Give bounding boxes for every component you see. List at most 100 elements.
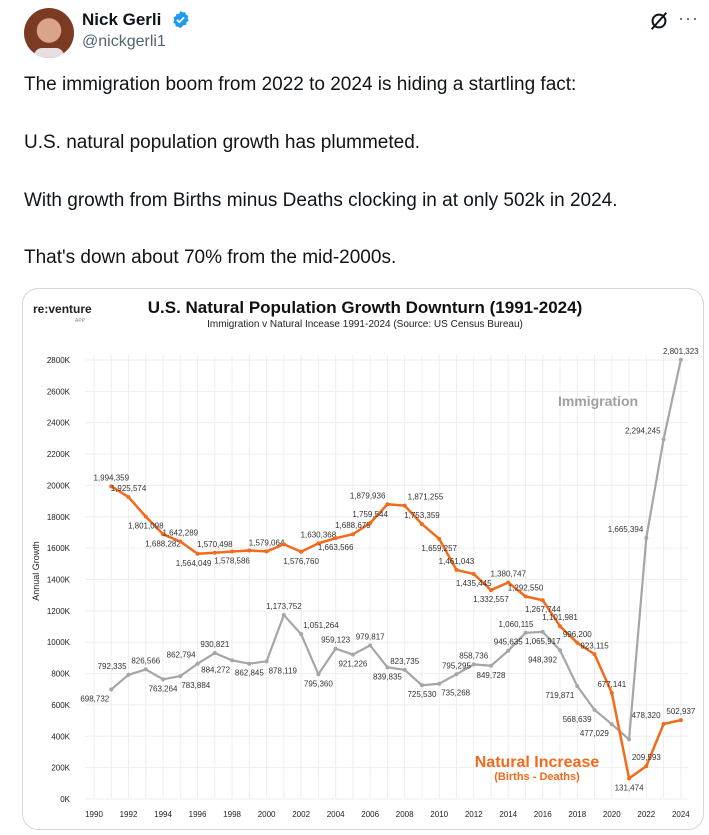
- natural-increase-point: [471, 571, 476, 576]
- chart-logo: re:venture: [33, 302, 92, 316]
- verified-badge-icon: [173, 10, 189, 29]
- x-tick-label: 1992: [120, 810, 138, 819]
- natural-increase-data-label: 1,101,981: [542, 613, 578, 622]
- x-tick-label: 2000: [258, 810, 276, 819]
- immigration-data-label: 783,884: [181, 681, 210, 690]
- natural-increase-data-label: 131,474: [615, 783, 644, 792]
- y-tick-label: 2600K: [47, 387, 71, 396]
- natural-increase-point: [178, 539, 183, 544]
- avatar-shirt: [34, 48, 64, 58]
- immigration-point: [419, 683, 424, 688]
- x-tick-label: 2022: [637, 810, 655, 819]
- immigration-point: [661, 437, 666, 442]
- immigration-point: [368, 643, 373, 648]
- more-options-icon[interactable]: ···: [678, 8, 699, 28]
- immigration-data-label: 862,845: [235, 669, 264, 678]
- natural-increase-data-label: 1,435,445: [456, 579, 492, 588]
- immigration-data-label: 826,566: [131, 656, 160, 665]
- immigration-point: [161, 677, 166, 682]
- immigration-point: [264, 659, 269, 664]
- immigration-data-label: 763,264: [149, 684, 178, 693]
- immigration-point: [592, 707, 597, 712]
- chart-subtitle: Immigration v Natural Incease 1991-2024 …: [207, 319, 523, 330]
- natural-increase-point: [247, 548, 252, 553]
- natural-increase-point: [437, 536, 442, 541]
- immigration-data-label: 1,051,264: [303, 621, 339, 630]
- x-tick-label: 2004: [327, 810, 345, 819]
- natural-increase-point: [661, 722, 666, 727]
- natural-increase-data-label: 1,801,098: [128, 522, 164, 531]
- natural-increase-point: [350, 532, 355, 537]
- x-tick-label: 1994: [154, 810, 172, 819]
- x-tick-label: 2002: [292, 810, 310, 819]
- natural-increase-line: [110, 485, 682, 780]
- x-tick-label: 1990: [85, 810, 103, 819]
- natural-increase-point: [575, 640, 580, 645]
- natural-increase-point: [316, 541, 321, 546]
- tweet-text-line-4: That's down about 70% from the mid-2000s…: [24, 247, 397, 268]
- immigration-data-label: 2,801,323: [663, 347, 699, 356]
- immigration-point: [523, 630, 528, 635]
- natural-increase-point: [678, 718, 683, 723]
- natural-increase-point: [540, 598, 545, 603]
- natural-increase-point: [161, 532, 166, 537]
- tweet-text-line-2: U.S. natural population growth has plumm…: [24, 132, 421, 153]
- immigration-data-label: 858,736: [459, 651, 488, 660]
- natural-increase-data-label: 478,320: [632, 711, 661, 720]
- y-tick-label: 600K: [51, 701, 70, 710]
- chart-image-card[interactable]: 0K 200K 400K 600K 800K 1000K 1200K 1400K 1600K 18…: [22, 288, 704, 830]
- y-tick-label: 0K: [60, 795, 70, 804]
- natural-increase-point: [454, 567, 459, 572]
- y-tick-label: 2200K: [47, 450, 71, 459]
- immigration-point: [540, 629, 545, 634]
- natural-increase-data-label: 1,925,574: [111, 484, 147, 493]
- immigration-data-label: 1,065,917: [525, 637, 561, 646]
- immigration-data-label: 921,226: [338, 660, 367, 669]
- grok-icon[interactable]: [648, 10, 670, 32]
- y-tick-label: 2000K: [47, 481, 71, 490]
- chart-title: U.S. Natural Population Growth Downturn …: [148, 298, 583, 317]
- y-tick-label: 1600K: [47, 544, 71, 553]
- natural-increase-point: [419, 522, 424, 527]
- immigration-point: [109, 687, 114, 692]
- tweet-text-line-3: With growth from Births minus Deaths clo…: [24, 190, 618, 211]
- natural-increase-point: [523, 594, 528, 599]
- immigration-data-label: 979,817: [356, 632, 385, 641]
- immigration-data-label: 719,871: [545, 691, 574, 700]
- natural-increase-data-label: 1,380,747: [490, 570, 526, 579]
- y-tick-label: 1800K: [47, 513, 71, 522]
- immigration-point: [471, 662, 476, 667]
- natural-increase-point: [506, 580, 511, 585]
- natural-increase-point: [627, 776, 632, 781]
- natural-increase-point: [109, 484, 114, 489]
- immigration-point: [644, 535, 649, 540]
- immigration-point: [281, 612, 286, 617]
- y-tick-label: 200K: [51, 764, 70, 773]
- tweet-text-line-1: The immigration boom from 2022 to 2024 i…: [24, 74, 577, 95]
- immigration-point: [333, 646, 338, 651]
- author-name[interactable]: Nick Gerli: [82, 10, 162, 29]
- immigration-point: [143, 667, 148, 672]
- legend-natural-increase: Natural Increase: [475, 754, 600, 771]
- immigration-point: [609, 722, 614, 727]
- y-tick-label: 1400K: [47, 576, 71, 585]
- immigration-point: [316, 672, 321, 677]
- y-tick-label: 800K: [51, 670, 70, 679]
- x-tick-label: 2016: [534, 810, 552, 819]
- natural-increase-data-label: 1,332,557: [473, 595, 509, 604]
- legend-natural-increase-sub: (Births - Deaths): [494, 771, 580, 783]
- natural-increase-point: [212, 550, 217, 555]
- immigration-data-label: 2,294,245: [625, 426, 661, 435]
- natural-increase-point: [609, 690, 614, 695]
- natural-increase-point: [644, 764, 649, 769]
- natural-increase-data-label: 1,663,566: [318, 543, 354, 552]
- avatar[interactable]: [24, 8, 74, 58]
- immigration-point: [350, 652, 355, 657]
- natural-increase-data-label: 1,579,064: [249, 538, 285, 547]
- author-handle[interactable]: @nickgerli1: [82, 33, 166, 50]
- immigration-data-label: 698,732: [80, 694, 109, 703]
- immigration-point: [488, 663, 493, 668]
- natural-increase-data-label: 1,267,744: [525, 605, 561, 614]
- x-tick-label: 2014: [499, 810, 517, 819]
- natural-increase-point: [368, 521, 373, 526]
